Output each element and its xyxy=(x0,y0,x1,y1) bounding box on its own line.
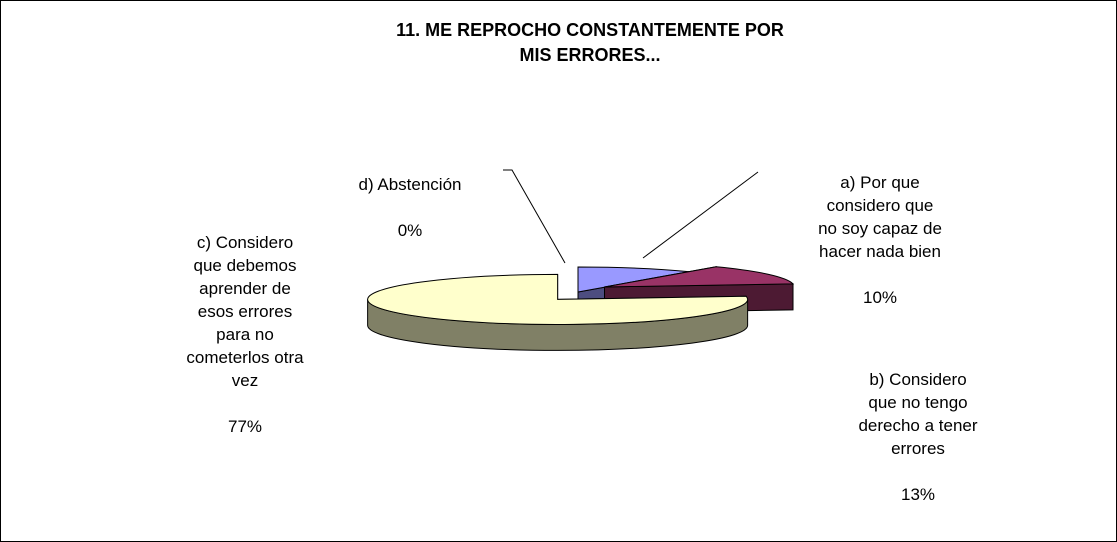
category-label: a) Por que considero que no soy capaz de… xyxy=(818,173,942,261)
pie-slice xyxy=(367,273,749,351)
slice-face xyxy=(604,266,795,288)
value-label: 77% xyxy=(227,417,263,436)
slice-face xyxy=(577,266,690,293)
category-label: d) Abstención xyxy=(358,175,462,194)
category-label: b) Considero que no tengo derecho a tene… xyxy=(858,370,978,458)
category-label: c) Considero que debemos aprender de eso… xyxy=(186,233,304,390)
slice-label: b) Considero que no tengo derecho a tene… xyxy=(828,345,1008,529)
value-label: 10% xyxy=(862,288,898,307)
chart-title: 11. ME REPROCHO CONSTANTEMENTE POR MIS E… xyxy=(396,20,784,65)
leader-line xyxy=(642,171,759,259)
slice-face xyxy=(367,273,749,325)
slice-label: c) Considero que debemos aprender de eso… xyxy=(155,208,335,461)
leader-line xyxy=(503,169,566,264)
slice-label: a) Por que considero que no soy capaz de… xyxy=(790,148,970,332)
value-label: 13% xyxy=(900,485,936,504)
value-label: 0% xyxy=(397,221,423,240)
slice-label: d) Abstención 0% xyxy=(320,150,500,265)
